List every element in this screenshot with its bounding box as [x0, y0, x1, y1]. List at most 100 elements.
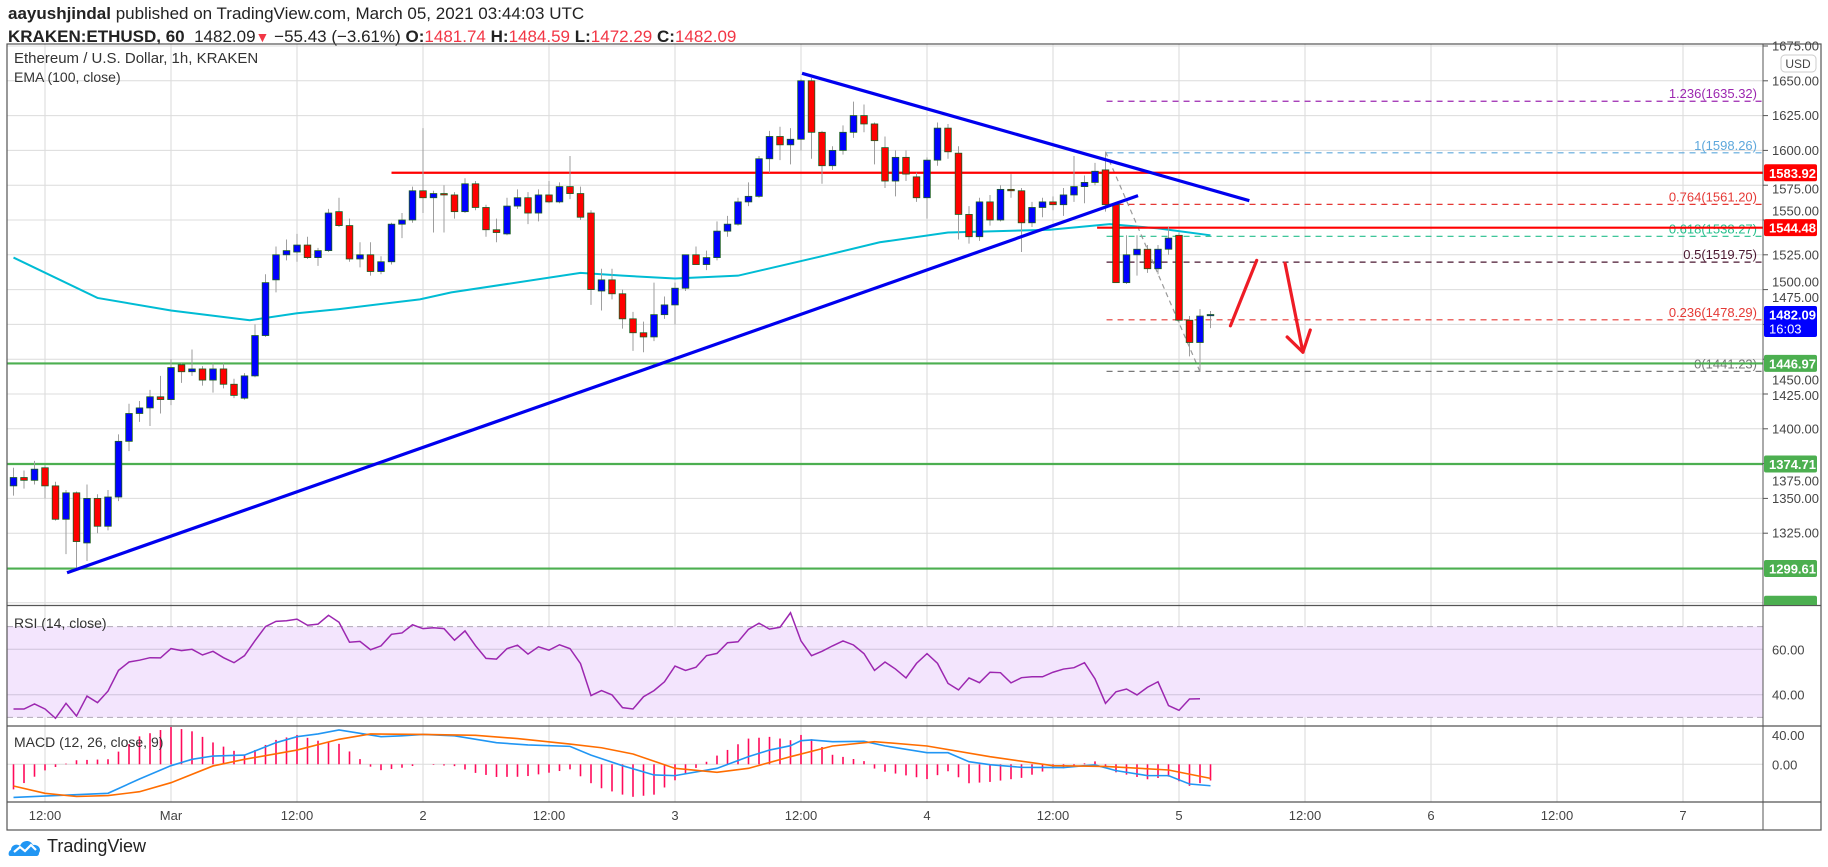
candle[interactable] — [104, 490, 112, 531]
ema-indicator-label[interactable]: EMA (100, close) — [14, 69, 121, 85]
candle[interactable] — [692, 246, 700, 265]
candle[interactable] — [975, 197, 984, 241]
candle[interactable] — [734, 197, 742, 226]
candle[interactable] — [1059, 187, 1068, 216]
price-axis[interactable]: 12:00 Mar 12:00 2 12:00 3 12:00 4 12:00 5 12:00 6 12… — [29, 39, 1819, 824]
tradingview-logo[interactable]: TradingView — [8, 836, 146, 857]
candle[interactable] — [1080, 175, 1089, 204]
candle[interactable] — [377, 256, 385, 275]
candle[interactable] — [314, 247, 322, 266]
candle[interactable] — [1175, 232, 1183, 324]
candle[interactable] — [345, 218, 354, 262]
candle[interactable] — [209, 363, 217, 393]
candle[interactable] — [912, 172, 921, 202]
candle[interactable] — [356, 242, 364, 268]
candle[interactable] — [324, 208, 333, 253]
down-arrow[interactable] — [1283, 261, 1305, 354]
candle[interactable] — [188, 349, 196, 376]
candle[interactable] — [818, 130, 826, 184]
candle[interactable] — [660, 296, 669, 319]
candle[interactable] — [902, 150, 910, 182]
candle[interactable] — [965, 206, 973, 244]
candle[interactable] — [1133, 235, 1141, 276]
candle[interactable] — [786, 128, 795, 165]
candle[interactable] — [135, 400, 144, 422]
candle[interactable] — [471, 181, 480, 211]
candle[interactable] — [72, 491, 81, 568]
candle[interactable] — [849, 101, 858, 138]
candle[interactable] — [482, 204, 490, 237]
candle[interactable] — [440, 185, 448, 233]
candle[interactable] — [566, 155, 574, 200]
candle[interactable] — [303, 236, 312, 259]
rsi-pane[interactable] — [7, 611, 1763, 720]
candle[interactable] — [51, 481, 60, 521]
candle[interactable] — [933, 122, 942, 166]
candle[interactable] — [114, 434, 123, 502]
candle[interactable] — [1154, 245, 1162, 275]
candle[interactable] — [62, 490, 70, 555]
candle[interactable] — [671, 282, 679, 325]
candle[interactable] — [167, 359, 175, 406]
candle[interactable] — [450, 192, 459, 219]
candle[interactable] — [891, 150, 900, 197]
candle[interactable] — [1112, 201, 1120, 284]
candle[interactable] — [986, 194, 994, 226]
candle[interactable] — [534, 189, 543, 222]
candle[interactable] — [555, 182, 564, 204]
candle[interactable] — [828, 146, 837, 170]
candle[interactable] — [587, 210, 595, 305]
candle[interactable] — [9, 467, 18, 496]
candle[interactable] — [125, 403, 133, 452]
candle[interactable] — [681, 254, 690, 291]
candle[interactable] — [1007, 174, 1015, 198]
candle[interactable] — [177, 363, 186, 383]
candle[interactable] — [881, 136, 889, 188]
candle[interactable] — [83, 484, 91, 562]
candle[interactable] — [618, 289, 627, 329]
candle[interactable] — [387, 222, 396, 265]
macd-pane[interactable] — [7, 727, 1763, 799]
candle[interactable] — [524, 192, 532, 225]
candle[interactable] — [261, 274, 270, 337]
candle[interactable] — [1038, 197, 1047, 218]
currency-badge[interactable] — [1780, 54, 1817, 73]
candle[interactable] — [776, 126, 784, 161]
candle[interactable] — [335, 197, 343, 227]
candle[interactable] — [755, 155, 763, 198]
macd-label[interactable]: MACD (12, 26, close, 9) — [14, 734, 163, 750]
candle[interactable] — [608, 268, 616, 300]
candle[interactable] — [219, 363, 228, 389]
candle[interactable] — [230, 378, 238, 399]
candle[interactable] — [1028, 201, 1036, 227]
candle[interactable] — [503, 197, 511, 236]
candle[interactable] — [1206, 311, 1215, 329]
candle[interactable] — [1164, 226, 1173, 255]
candle[interactable] — [240, 373, 249, 400]
candle[interactable] — [650, 282, 658, 342]
candle[interactable] — [146, 389, 154, 427]
candle[interactable] — [1185, 316, 1194, 357]
candle[interactable] — [1196, 309, 1204, 372]
candle[interactable] — [156, 375, 165, 414]
candle[interactable] — [1091, 162, 1099, 186]
candle[interactable] — [923, 157, 931, 219]
candle[interactable] — [30, 460, 39, 485]
candle[interactable] — [996, 185, 1005, 222]
candle[interactable] — [20, 470, 28, 489]
candle[interactable] — [807, 78, 816, 159]
macd-line[interactable] — [13, 729, 1211, 799]
candle[interactable] — [41, 464, 49, 499]
candle[interactable] — [860, 104, 868, 133]
candle[interactable] — [1017, 187, 1026, 253]
candle[interactable] — [1101, 151, 1110, 212]
rsi-line[interactable] — [13, 611, 1201, 720]
candle[interactable] — [293, 233, 301, 262]
candle[interactable] — [429, 190, 438, 233]
candle[interactable] — [1049, 196, 1057, 211]
candle[interactable] — [419, 128, 427, 214]
candle[interactable] — [944, 123, 952, 159]
candle[interactable] — [198, 366, 207, 386]
rsi-label[interactable]: RSI (14, close) — [14, 615, 107, 631]
candle[interactable] — [1122, 235, 1131, 285]
